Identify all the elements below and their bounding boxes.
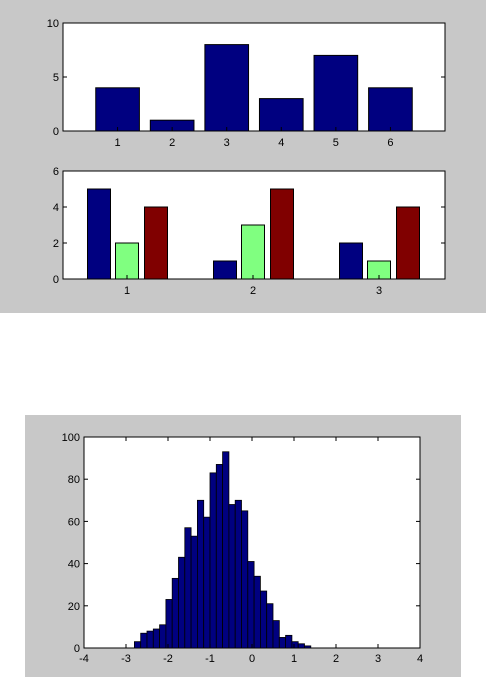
- histogram-bar: [146, 630, 154, 649]
- bar-chart-2-ytick-label: 4: [53, 202, 59, 214]
- histogram-bar: [234, 499, 242, 649]
- histogram-xtick-label: 4: [417, 653, 423, 665]
- histogram-bar: [272, 620, 280, 649]
- histogram-bar: [253, 575, 261, 649]
- bar-chart-1-ytick-label: 5: [53, 72, 59, 84]
- histogram-ytick-label: 0: [74, 643, 80, 655]
- bar-chart-2-ytick-label: 2: [53, 238, 59, 250]
- bar-chart-2-xtick-label: 2: [250, 285, 256, 297]
- histogram-bar: [304, 645, 312, 649]
- histogram-bar: [152, 628, 161, 649]
- histogram-bar: [165, 599, 173, 649]
- histogram-ytick-label: 40: [68, 559, 80, 571]
- bar-chart-1-xtick-label: 3: [224, 137, 230, 149]
- histogram-bar: [297, 643, 305, 649]
- histogram-bar: [171, 577, 179, 649]
- histogram-bar: [278, 637, 287, 649]
- bar-chart-2-ytick-label: 6: [53, 166, 59, 178]
- bar-chart-1-bar: [313, 54, 359, 132]
- histogram-ytick-label: 60: [68, 516, 80, 528]
- histogram-bar: [196, 499, 205, 649]
- bar-chart-1-ytick-label: 10: [47, 18, 59, 30]
- bar-chart-1-bar: [368, 87, 413, 132]
- histogram-bar: [291, 641, 299, 649]
- histogram-xtick-label: 3: [375, 653, 381, 665]
- histogram-xtick-label: -3: [121, 653, 131, 665]
- bar-chart-2-bar: [87, 188, 111, 280]
- bar-chart-2-ytick-label: 0: [53, 274, 59, 286]
- bar-chart-1-xtick-label: 6: [387, 137, 393, 149]
- bar-chart-2-bar: [270, 188, 294, 280]
- histogram-bar: [215, 464, 224, 649]
- bar-chart-1-bar: [204, 44, 250, 132]
- bar-chart-1-xtick-label: 5: [333, 137, 339, 149]
- histogram-bar: [222, 451, 230, 649]
- histogram-bar: [134, 641, 142, 649]
- histogram-bar: [190, 535, 198, 649]
- top-figure-canvas: 1 2 3 4 5 6 0 5 10 1 2 3 0 2 4 6: [47, 18, 446, 297]
- histogram-xtick-label: -2: [163, 653, 173, 665]
- histogram-bar: [203, 516, 211, 649]
- bar-chart-2-bar: [213, 260, 237, 280]
- histogram-xtick-label: 2: [333, 653, 339, 665]
- histogram-xtick-label: -1: [205, 653, 215, 665]
- histogram-xtick-label: -4: [79, 653, 89, 665]
- histogram-ytick-label: 100: [62, 432, 80, 444]
- bar-chart-1-xtick-label: 4: [278, 137, 284, 149]
- bar-chart-1-bar: [258, 98, 304, 132]
- bar-chart-2-xtick-label: 1: [124, 285, 130, 297]
- bar-chart-1-xtick-label: 2: [169, 137, 175, 149]
- histogram-ytick-label: 20: [68, 601, 80, 613]
- histogram-bar: [241, 510, 249, 649]
- bar-chart-2-bar: [241, 224, 265, 280]
- histogram-xtick-label: 0: [249, 653, 255, 665]
- bar-chart-2-bar: [144, 206, 168, 280]
- histogram-xtick-label: 1: [291, 653, 297, 665]
- top-figure-panel: 1 2 3 4 5 6 0 5 10 1 2 3 0 2 4 6: [0, 0, 486, 313]
- bar-chart-2-bar: [339, 242, 363, 280]
- histogram-bar: [259, 590, 268, 649]
- histogram-bar: [228, 504, 236, 649]
- bar-chart-2-bar: [115, 242, 139, 280]
- histogram-bar: [184, 527, 192, 649]
- histogram-bar: [266, 603, 274, 649]
- histogram-bar: [209, 472, 217, 649]
- bar-chart-1-bar: [95, 87, 140, 132]
- histogram-bar: [159, 624, 167, 649]
- bottom-figure-panel: -4 -3 -2 -1 0 1 2 3 4 0 20 40 60 80 100: [25, 415, 461, 677]
- bar-chart-1-xtick-label: 1: [115, 137, 121, 149]
- bar-chart-2-bar: [396, 206, 420, 280]
- histogram-bar: [140, 632, 148, 649]
- histogram-bar: [247, 561, 255, 649]
- bar-chart-2-xtick-label: 3: [376, 285, 382, 297]
- histogram-bar: [285, 634, 293, 649]
- histogram-ytick-label: 80: [68, 474, 80, 486]
- bar-chart-1-ytick-label: 0: [53, 126, 59, 138]
- histogram-bar: [178, 556, 186, 649]
